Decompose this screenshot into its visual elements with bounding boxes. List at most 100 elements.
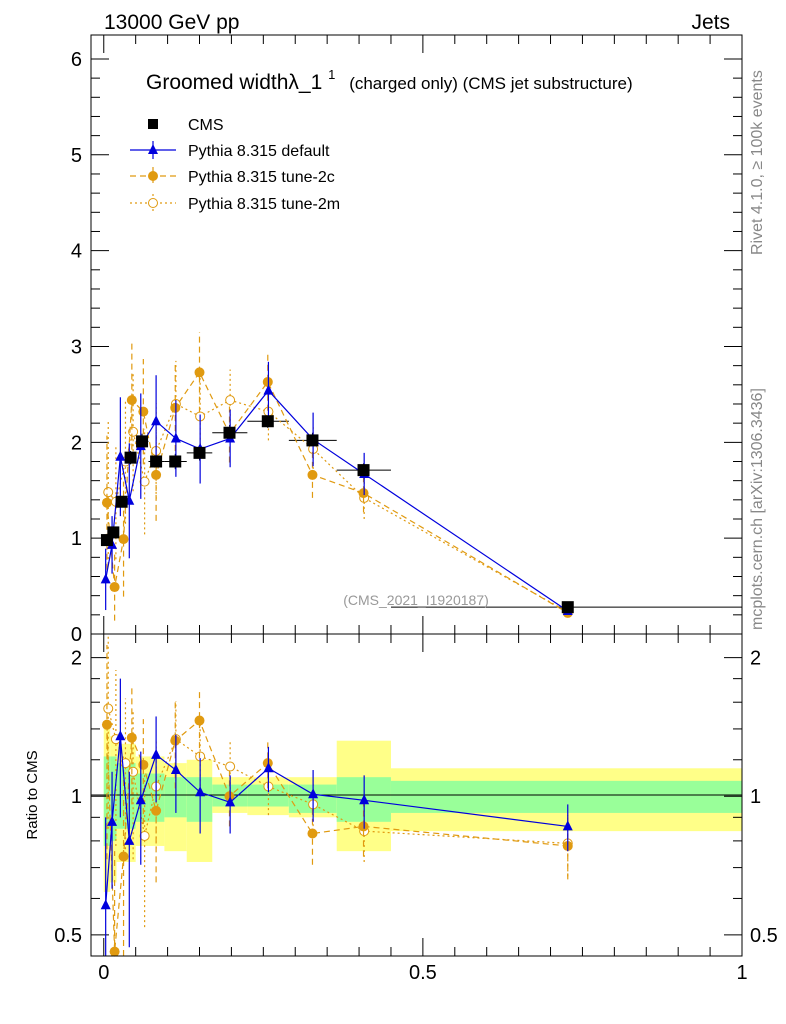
x-tick-label: 0.5 bbox=[409, 962, 437, 984]
analysis-id-label: (CMS_2021_I1920187) bbox=[343, 592, 489, 608]
ratio-point-tune-2c bbox=[358, 821, 369, 832]
cms-point bbox=[223, 426, 236, 439]
mc-point-tune-2c bbox=[194, 367, 205, 378]
ratio-tick-label-right: 0.5 bbox=[750, 925, 778, 947]
y-tick-label: 5 bbox=[71, 145, 82, 167]
mc-point-default bbox=[115, 450, 126, 461]
y-tick-label: 3 bbox=[71, 336, 82, 358]
mc-line-default bbox=[105, 389, 569, 612]
main-plot-ticks bbox=[91, 35, 743, 956]
mc-point-tune-2c bbox=[118, 534, 129, 545]
legend-marker bbox=[148, 119, 158, 129]
legend-marker bbox=[148, 171, 158, 181]
ratio-point-tune-2c bbox=[101, 719, 112, 730]
cms-point bbox=[115, 495, 128, 508]
ratio-point-default bbox=[170, 764, 181, 775]
ratio-plot-panel: 0.5 0.5 1 1 2 2 Ratio to CMS bbox=[24, 633, 778, 957]
main-plot-y-tick-labels: 0 1 2 3 4 5 6 bbox=[71, 49, 82, 646]
mc-point-tune-2c bbox=[151, 469, 162, 480]
ratio-plot-series bbox=[100, 634, 573, 957]
mc-point-default bbox=[263, 384, 274, 395]
plot-title-main: Groomed widthλ_1 bbox=[146, 71, 322, 94]
legend-label: CMS bbox=[188, 117, 224, 134]
ratio-point-tune-2c bbox=[151, 805, 162, 816]
category-label: Jets bbox=[691, 11, 730, 34]
ratio-tick-label-right: 1 bbox=[750, 786, 761, 808]
ratio-point-tune-2c bbox=[170, 735, 181, 746]
ratio-point-tune-2c bbox=[138, 759, 149, 770]
ratio-y-tick-labels: 0.5 0.5 1 1 2 2 bbox=[54, 648, 778, 947]
cms-point bbox=[107, 526, 120, 539]
cms-point bbox=[124, 451, 137, 464]
ratio-point-tune-2m bbox=[225, 761, 236, 772]
legend-marker bbox=[148, 198, 158, 208]
ratio-tick-label-right: 2 bbox=[750, 648, 761, 670]
mc-point-tune-2c bbox=[126, 395, 137, 406]
legend: CMS Pythia 8.315 default Pythia 8.315 tune… bbox=[130, 117, 340, 213]
main-plot-series bbox=[100, 332, 742, 621]
legend-label: Pythia 8.315 default bbox=[188, 143, 330, 160]
legend-label: Pythia 8.315 tune-2m bbox=[188, 196, 340, 213]
ratio-band-green bbox=[390, 780, 742, 813]
mc-point-tune-2c bbox=[138, 406, 149, 417]
ratio-point-default bbox=[263, 762, 274, 773]
ratio-point-default bbox=[225, 796, 236, 807]
plot-title-tail: (charged only) (CMS jet substructure) bbox=[349, 74, 632, 93]
mc-point-tune-2m bbox=[139, 476, 150, 487]
cms-point bbox=[193, 446, 206, 459]
ratio-point-default bbox=[135, 794, 146, 805]
ratio-point-tune-2c bbox=[118, 851, 129, 862]
ratio-point-tune-2m bbox=[139, 830, 150, 841]
cms-point bbox=[306, 434, 319, 447]
x-tick-label: 0 bbox=[98, 962, 109, 984]
ratio-point-tune-2c bbox=[307, 828, 318, 839]
ratio-tick-label-left: 1 bbox=[71, 786, 82, 808]
mcplots-label: mcplots.cern.ch [arXiv:1306.3436] bbox=[749, 388, 766, 630]
legend-marker bbox=[148, 144, 158, 154]
ratio-point-default bbox=[100, 899, 111, 910]
ratio-point-tune-2c bbox=[126, 732, 137, 743]
ratio-point-default bbox=[107, 815, 118, 826]
plot-title-superscript: 1 bbox=[328, 67, 335, 82]
energy-label: 13000 GeV pp bbox=[104, 11, 239, 34]
x-tick-label: 1 bbox=[736, 962, 747, 984]
mc-point-default bbox=[170, 432, 181, 443]
legend-label: Pythia 8.315 tune-2c bbox=[188, 169, 335, 186]
y-tick-label: 4 bbox=[71, 241, 82, 263]
ratio-plot-ticks bbox=[91, 657, 742, 936]
x-tick-labels: 0 0.5 1 bbox=[98, 962, 747, 984]
ratio-band-green bbox=[103, 756, 111, 846]
rivet-version-label: Rivet 4.1.0, ≥ 100k events bbox=[749, 70, 766, 255]
mc-line-tune-2m bbox=[107, 399, 569, 613]
y-tick-label: 1 bbox=[71, 528, 82, 550]
mc-point-tune-2m bbox=[103, 487, 114, 498]
ratio-point-tune-2m bbox=[103, 703, 114, 714]
cms-point bbox=[357, 464, 370, 477]
ratio-point-tune-2m bbox=[128, 766, 139, 777]
ratio-point-default bbox=[359, 794, 370, 805]
ratio-point-default bbox=[115, 730, 126, 741]
ratio-point-default bbox=[562, 820, 573, 831]
mc-point-default bbox=[100, 573, 111, 584]
main-plot-panel: 0 1 2 3 4 5 6 Groomed widthλ_1 1 (charged only… bbox=[71, 34, 743, 956]
ratio-point-tune-2c bbox=[109, 946, 120, 957]
ratio-y-axis-label: Ratio to CMS bbox=[24, 750, 41, 839]
mc-point-tune-2m bbox=[128, 426, 139, 437]
mc-point-default bbox=[151, 415, 162, 426]
mc-point-tune-2c bbox=[109, 582, 120, 593]
ratio-point-default bbox=[151, 748, 162, 759]
y-tick-label: 0 bbox=[71, 624, 82, 646]
ratio-point-tune-2c bbox=[262, 758, 273, 769]
ratio-plot-frame bbox=[90, 633, 743, 957]
ratio-band-green bbox=[126, 763, 136, 829]
cms-point bbox=[261, 415, 274, 428]
ratio-point-tune-2c bbox=[224, 791, 235, 802]
ratio-point-default bbox=[124, 834, 135, 845]
mc-point-tune-2c bbox=[262, 376, 273, 387]
cms-point bbox=[150, 455, 163, 468]
ratio-band-green bbox=[116, 763, 127, 829]
cms-point bbox=[561, 601, 574, 614]
ratio-point-default bbox=[308, 788, 319, 799]
ratio-band-green bbox=[110, 756, 117, 841]
